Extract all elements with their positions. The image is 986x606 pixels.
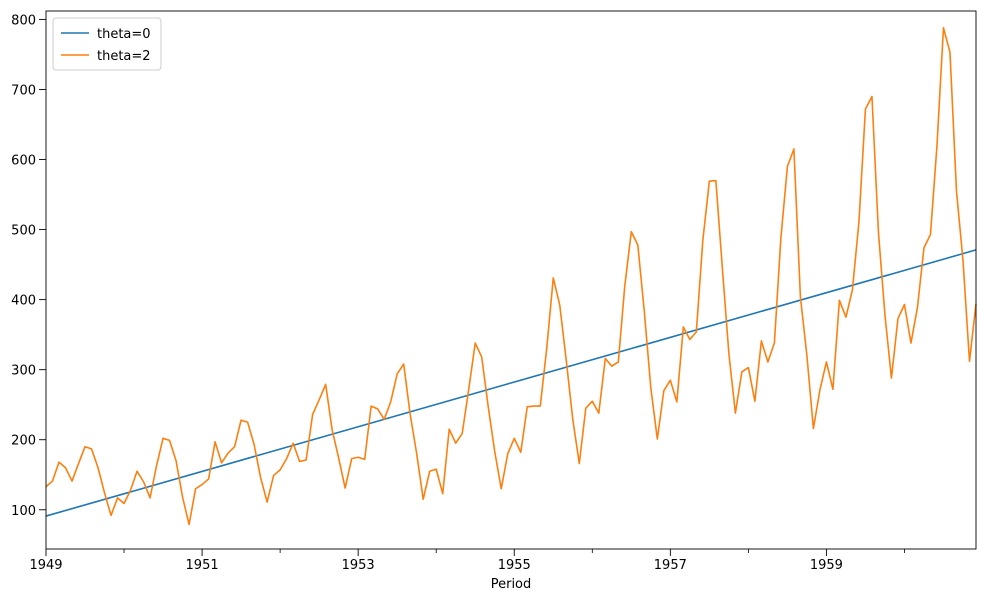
y-tick-label: 500 xyxy=(11,224,36,239)
legend: theta=0 theta=2 xyxy=(52,17,162,71)
y-tick-label: 700 xyxy=(11,83,36,98)
x-tick-label: 1953 xyxy=(342,558,375,573)
legend-box xyxy=(52,17,162,71)
x-tick-label: 1955 xyxy=(498,558,531,573)
plot-area-background xyxy=(46,11,976,549)
y-tick-label: 200 xyxy=(11,434,36,449)
plot-area-frame xyxy=(45,10,977,550)
x-tick-label: 1949 xyxy=(29,558,62,573)
legend-label: theta=0 xyxy=(97,27,151,42)
y-axis-ticks: 100 200 300 400 500 600 700 800 xyxy=(11,13,46,519)
y-tick-label: 800 xyxy=(11,13,36,28)
series-line-theta-2 xyxy=(45,27,977,526)
legend-label: theta=2 xyxy=(97,49,151,64)
y-tick-label: 300 xyxy=(11,364,36,379)
y-tick-label: 400 xyxy=(11,294,36,309)
series-line-theta-0 xyxy=(45,249,977,517)
x-tick-label: 1951 xyxy=(186,558,219,573)
x-tick-label: 1957 xyxy=(654,558,687,573)
x-axis-title: Period xyxy=(491,577,532,592)
y-tick-label: 600 xyxy=(11,154,36,169)
x-tick-label: 1959 xyxy=(810,558,843,573)
x-axis-ticks: 1949 1951 1953 1955 1957 1959 xyxy=(29,549,905,573)
y-tick-label: 100 xyxy=(11,504,36,519)
series-lines xyxy=(45,27,977,526)
